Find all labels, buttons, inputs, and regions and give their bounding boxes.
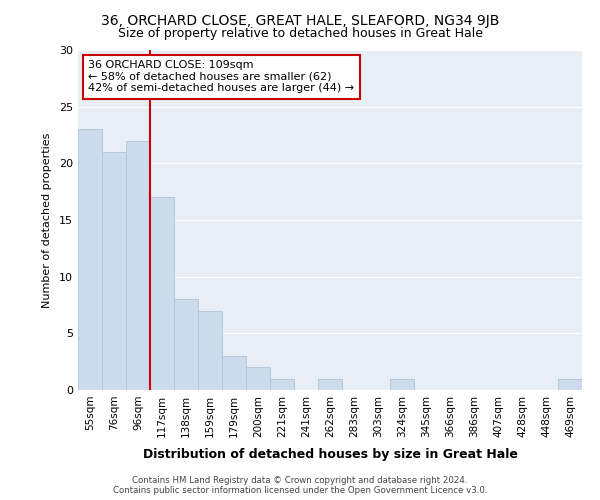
Bar — [126, 140, 150, 390]
Bar — [390, 378, 414, 390]
Bar — [78, 130, 102, 390]
X-axis label: Distribution of detached houses by size in Great Hale: Distribution of detached houses by size … — [143, 448, 517, 461]
Bar — [174, 300, 198, 390]
Text: 36 ORCHARD CLOSE: 109sqm
← 58% of detached houses are smaller (62)
42% of semi-d: 36 ORCHARD CLOSE: 109sqm ← 58% of detach… — [88, 60, 354, 94]
Bar — [558, 378, 582, 390]
Bar — [270, 378, 294, 390]
Text: Contains HM Land Registry data © Crown copyright and database right 2024.
Contai: Contains HM Land Registry data © Crown c… — [113, 476, 487, 495]
Text: Size of property relative to detached houses in Great Hale: Size of property relative to detached ho… — [118, 28, 482, 40]
Bar — [318, 378, 342, 390]
Bar — [102, 152, 126, 390]
Y-axis label: Number of detached properties: Number of detached properties — [42, 132, 52, 308]
Bar — [150, 198, 174, 390]
Bar — [222, 356, 246, 390]
Bar — [198, 310, 222, 390]
Text: 36, ORCHARD CLOSE, GREAT HALE, SLEAFORD, NG34 9JB: 36, ORCHARD CLOSE, GREAT HALE, SLEAFORD,… — [101, 14, 499, 28]
Bar — [246, 368, 270, 390]
